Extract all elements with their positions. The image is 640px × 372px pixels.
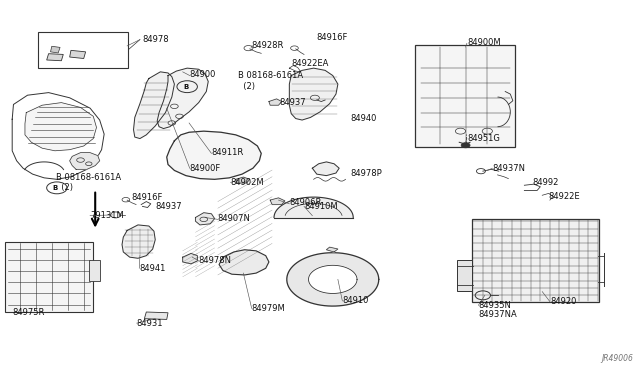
Polygon shape bbox=[269, 99, 282, 105]
Text: 84978P: 84978P bbox=[351, 169, 383, 177]
Text: 84937: 84937 bbox=[156, 202, 182, 211]
Text: 84951G: 84951G bbox=[467, 134, 500, 143]
Text: B 08168-6161A
  (2): B 08168-6161A (2) bbox=[238, 71, 303, 91]
Text: 84975R: 84975R bbox=[12, 308, 45, 317]
Polygon shape bbox=[70, 153, 100, 169]
Text: 84902M: 84902M bbox=[230, 178, 264, 187]
Text: 84907N: 84907N bbox=[218, 214, 251, 223]
Text: 84906R: 84906R bbox=[289, 198, 322, 207]
Polygon shape bbox=[134, 72, 174, 138]
Polygon shape bbox=[326, 247, 338, 252]
Polygon shape bbox=[182, 253, 197, 264]
Polygon shape bbox=[70, 50, 86, 58]
Circle shape bbox=[461, 142, 470, 148]
Polygon shape bbox=[51, 46, 60, 53]
Text: 84928R: 84928R bbox=[252, 41, 284, 50]
Polygon shape bbox=[274, 197, 353, 218]
Text: 84940: 84940 bbox=[350, 114, 376, 123]
Polygon shape bbox=[287, 253, 379, 306]
Text: 84922E: 84922E bbox=[548, 192, 580, 201]
FancyBboxPatch shape bbox=[90, 260, 100, 281]
FancyBboxPatch shape bbox=[457, 260, 472, 291]
Text: B: B bbox=[183, 84, 189, 90]
Text: 84916F: 84916F bbox=[132, 193, 163, 202]
FancyBboxPatch shape bbox=[472, 219, 599, 302]
Text: 84978: 84978 bbox=[143, 35, 169, 44]
Polygon shape bbox=[270, 198, 285, 205]
Text: 84931: 84931 bbox=[137, 319, 163, 328]
Text: 84978N: 84978N bbox=[198, 256, 232, 264]
FancyBboxPatch shape bbox=[38, 32, 129, 68]
Polygon shape bbox=[308, 265, 357, 294]
Text: B 08168-6161A
  (2): B 08168-6161A (2) bbox=[56, 173, 121, 192]
Text: 84916F: 84916F bbox=[317, 32, 348, 42]
Text: 84937NA: 84937NA bbox=[478, 311, 517, 320]
Text: 84937: 84937 bbox=[279, 98, 306, 107]
Polygon shape bbox=[167, 131, 261, 179]
Text: 84992: 84992 bbox=[532, 178, 558, 187]
Polygon shape bbox=[145, 312, 168, 320]
Polygon shape bbox=[12, 93, 104, 179]
Text: 84920: 84920 bbox=[550, 297, 576, 306]
Text: 84922EA: 84922EA bbox=[291, 59, 328, 68]
Text: 84910: 84910 bbox=[342, 296, 369, 305]
Text: 84911R: 84911R bbox=[211, 148, 244, 157]
Polygon shape bbox=[195, 213, 214, 225]
Text: JR49006: JR49006 bbox=[601, 354, 633, 363]
Text: 84979M: 84979M bbox=[252, 304, 285, 313]
Polygon shape bbox=[47, 54, 63, 61]
Polygon shape bbox=[236, 177, 250, 183]
FancyBboxPatch shape bbox=[415, 45, 515, 147]
Polygon shape bbox=[219, 250, 269, 275]
Text: 84937N: 84937N bbox=[492, 164, 525, 173]
Text: 84900F: 84900F bbox=[189, 164, 221, 173]
Text: 84941: 84941 bbox=[140, 264, 166, 273]
Text: B: B bbox=[52, 185, 58, 191]
Polygon shape bbox=[289, 68, 338, 120]
Polygon shape bbox=[122, 225, 156, 258]
Text: 84900M: 84900M bbox=[467, 38, 500, 47]
Text: 79131M: 79131M bbox=[90, 211, 124, 220]
Polygon shape bbox=[25, 103, 97, 151]
Polygon shape bbox=[312, 162, 339, 176]
Text: 84935N: 84935N bbox=[478, 301, 511, 310]
Text: 84900: 84900 bbox=[189, 70, 216, 79]
Polygon shape bbox=[157, 68, 208, 129]
Text: 84910M: 84910M bbox=[304, 202, 338, 211]
FancyBboxPatch shape bbox=[4, 242, 93, 312]
